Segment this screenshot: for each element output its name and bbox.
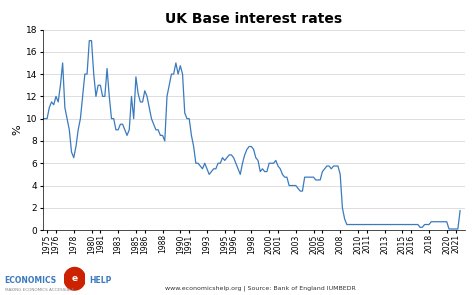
Text: www.economicshelp.org | Source: Bank of England IUMBEDR: www.economicshelp.org | Source: Bank of … bbox=[165, 285, 356, 291]
Title: UK Base interest rates: UK Base interest rates bbox=[165, 12, 342, 26]
Text: e: e bbox=[72, 274, 78, 283]
Y-axis label: %: % bbox=[13, 124, 23, 135]
Ellipse shape bbox=[64, 268, 85, 290]
Text: ECONOMICS: ECONOMICS bbox=[5, 276, 57, 285]
Text: MAKING ECONOMICS ACCESSIBLE: MAKING ECONOMICS ACCESSIBLE bbox=[5, 288, 74, 292]
Text: HELP: HELP bbox=[89, 276, 111, 285]
